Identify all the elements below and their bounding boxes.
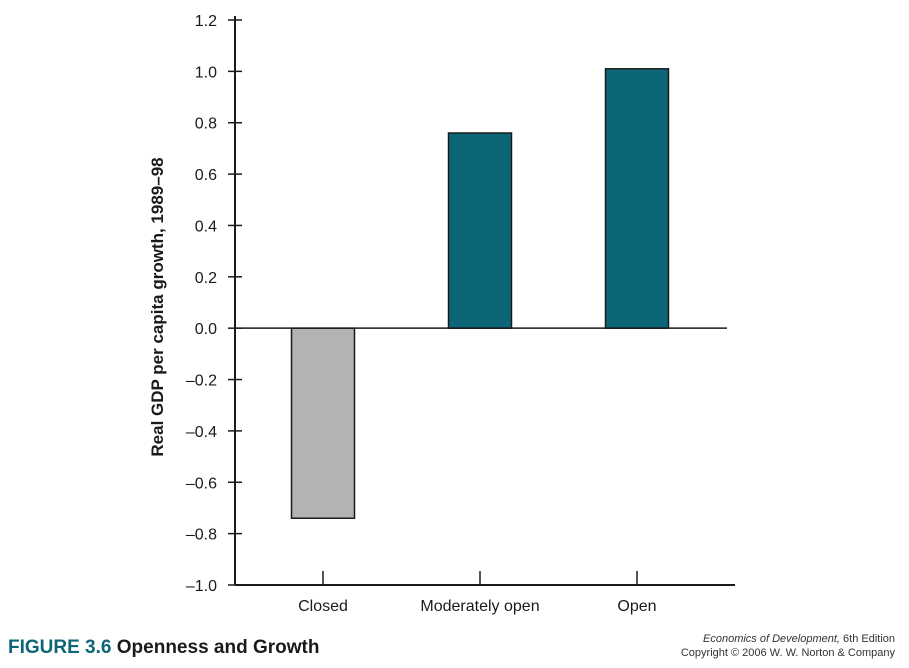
y-tick-label: 1.0 [195, 64, 217, 81]
book-title: Economics of Development, [703, 633, 840, 645]
bar [290, 327, 356, 519]
x-tick-label: Closed [298, 598, 348, 615]
copyright-line: Copyright © 2006 W. W. Norton & Company [680, 647, 895, 659]
x-tick-label: Moderately open [420, 598, 539, 615]
figure-number: FIGURE 3.6 [8, 637, 112, 658]
book-edition: 6th Edition [843, 633, 895, 645]
publisher-credit: Economics of Development, 6th Edition Co… [681, 632, 895, 660]
bar [447, 132, 513, 329]
y-tick-label: 0.4 [195, 218, 217, 235]
y-tick-label: 0.8 [195, 116, 217, 133]
figure-caption: FIGURE 3.6 Openness and Growth [8, 637, 319, 659]
y-tick-label: 0.2 [195, 270, 217, 287]
x-tick-label: Open [617, 598, 656, 615]
y-tick-label: 0.0 [195, 321, 217, 338]
x-axis: Closed Moderately open Open [235, 571, 735, 615]
y-axis-label: Real GDP per capita growth, 1989–98 [148, 157, 167, 456]
y-tick-label: –0.8 [186, 527, 217, 544]
y-axis: 1.2 1.0 0.8 0.6 0.4 0.2 0.0 –0.2 –0.4 –0.6 –0.8 –1.… [186, 13, 242, 595]
y-tick-label: –0.4 [186, 424, 217, 441]
y-tick-label: 0.6 [195, 167, 217, 184]
y-tick-label: 1.2 [195, 13, 217, 30]
bars [235, 68, 727, 519]
y-tick-label: –1.0 [186, 578, 217, 595]
y-tick-label: –0.2 [186, 373, 217, 390]
bar [604, 68, 670, 329]
y-tick-label: –0.6 [186, 475, 217, 492]
figure-title: Openness and Growth [116, 637, 320, 658]
